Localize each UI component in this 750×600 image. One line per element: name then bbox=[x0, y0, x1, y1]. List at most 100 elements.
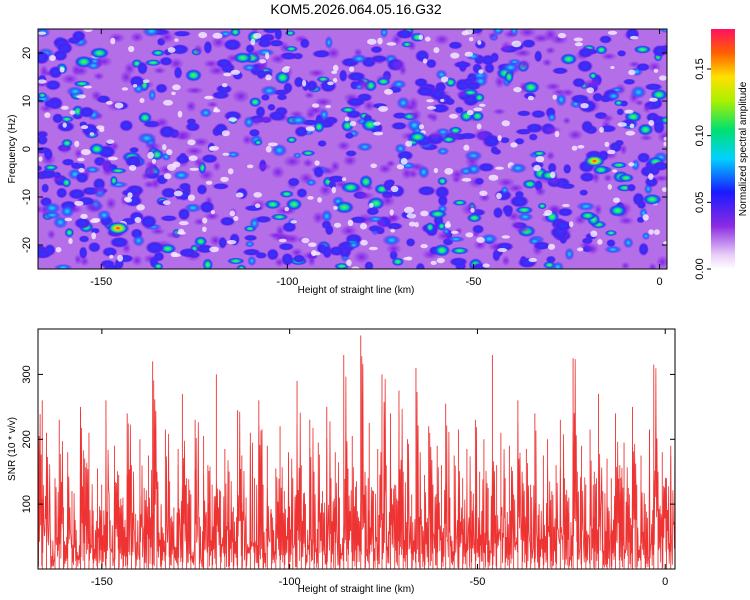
noise-blob bbox=[620, 261, 631, 269]
noise-blob bbox=[75, 172, 89, 184]
noise-blob bbox=[544, 46, 557, 55]
noise-blob bbox=[60, 73, 79, 85]
noise-blob bbox=[509, 220, 525, 230]
noise-blob bbox=[179, 249, 189, 257]
noise-gap bbox=[396, 164, 405, 170]
noise-gap bbox=[461, 177, 472, 182]
noise-gap bbox=[488, 174, 499, 181]
noise-blob bbox=[496, 177, 516, 188]
noise-blob bbox=[474, 177, 485, 186]
noise-gap bbox=[68, 238, 73, 245]
noise-gap bbox=[663, 141, 667, 147]
noise-blob bbox=[186, 118, 197, 125]
noise-gap bbox=[586, 87, 594, 94]
spectrogram-hotspot bbox=[583, 154, 606, 168]
noise-blob bbox=[278, 242, 295, 251]
noise-gap bbox=[533, 164, 541, 172]
noise-blob bbox=[634, 99, 645, 107]
spectrogram-hotspot bbox=[232, 52, 253, 64]
noise-blob bbox=[109, 167, 127, 174]
noise-blob bbox=[603, 245, 623, 254]
noise-blob bbox=[636, 200, 647, 210]
noise-blob bbox=[593, 203, 603, 216]
noise-blob bbox=[253, 139, 263, 146]
snr-x-ticks: -150 -100 -50 0 bbox=[91, 329, 668, 588]
noise-blob bbox=[342, 154, 358, 167]
noise-gap bbox=[444, 168, 454, 175]
noise-gap bbox=[628, 162, 635, 167]
noise-gap bbox=[420, 210, 429, 217]
noise-blob bbox=[307, 68, 326, 78]
noise-blob bbox=[385, 243, 402, 255]
noise-blob bbox=[305, 178, 317, 187]
noise-blob bbox=[377, 163, 393, 175]
noise-blob bbox=[630, 85, 647, 99]
noise-blob bbox=[226, 151, 241, 158]
noise-blob bbox=[284, 29, 296, 37]
noise-blob bbox=[578, 241, 594, 249]
noise-blob bbox=[276, 93, 288, 101]
noise-blob bbox=[460, 202, 480, 217]
noise-blob bbox=[284, 45, 299, 53]
noise-blob bbox=[267, 232, 284, 239]
y-tick-label: 0 bbox=[21, 146, 33, 152]
noise-blob bbox=[436, 230, 452, 242]
noise-gap bbox=[332, 64, 339, 72]
noise-blob bbox=[38, 50, 50, 65]
colorbar-ticks: 0.00 0.05 0.10 0.15 bbox=[694, 58, 711, 280]
noise-blob bbox=[514, 206, 534, 215]
noise-blob bbox=[306, 79, 319, 92]
noise-gap bbox=[448, 113, 459, 119]
noise-blob bbox=[653, 120, 665, 135]
noise-blob bbox=[500, 185, 510, 195]
noise-blob bbox=[52, 49, 68, 62]
colorbar-tick-label: 0.15 bbox=[694, 58, 706, 79]
noise-blob bbox=[269, 53, 287, 65]
noise-blob bbox=[158, 30, 176, 44]
noise-gap bbox=[189, 167, 199, 171]
noise-gap bbox=[99, 127, 105, 133]
noise-gap bbox=[235, 192, 244, 198]
noise-gap bbox=[569, 221, 574, 228]
noise-gap bbox=[77, 157, 85, 162]
noise-blob bbox=[417, 165, 430, 179]
y-tick-label: -10 bbox=[21, 189, 33, 205]
spectrogram-hotspot bbox=[89, 47, 110, 59]
x-tick-label: -150 bbox=[91, 576, 113, 588]
noise-blob bbox=[78, 106, 95, 118]
noise-blob bbox=[610, 161, 628, 169]
noise-blob bbox=[436, 147, 450, 156]
noise-gap bbox=[172, 253, 181, 257]
noise-gap bbox=[430, 260, 437, 265]
noise-blob bbox=[109, 175, 118, 186]
noise-blob bbox=[196, 183, 208, 196]
noise-blob bbox=[132, 234, 145, 247]
noise-blob bbox=[588, 71, 598, 80]
chart-title: KOM5.2026.064.05.16.G32 bbox=[270, 1, 441, 17]
noise-blob bbox=[137, 111, 153, 124]
noise-blob bbox=[480, 54, 496, 66]
noise-blob bbox=[522, 179, 538, 190]
noise-gap bbox=[613, 197, 620, 203]
noise-blob bbox=[236, 264, 247, 269]
noise-gap bbox=[325, 104, 332, 109]
noise-blob bbox=[622, 236, 634, 249]
noise-gap bbox=[188, 155, 198, 161]
noise-gap bbox=[331, 70, 338, 75]
colorbar-tick-label: 0.10 bbox=[694, 125, 706, 146]
noise-gap bbox=[406, 256, 413, 261]
y-tick-label: 300 bbox=[21, 365, 33, 383]
noise-blob bbox=[202, 258, 214, 269]
noise-blob bbox=[326, 46, 341, 60]
noise-blob bbox=[651, 44, 667, 58]
noise-blob bbox=[105, 196, 117, 211]
noise-blob bbox=[300, 150, 316, 157]
x-tick-label: -50 bbox=[469, 576, 485, 588]
noise-blob bbox=[557, 207, 574, 217]
noise-blob bbox=[592, 165, 610, 175]
noise-gap bbox=[253, 32, 262, 39]
noise-gap bbox=[386, 42, 397, 46]
noise-blob bbox=[576, 59, 594, 73]
noise-gap bbox=[110, 37, 116, 45]
noise-blob bbox=[501, 254, 511, 267]
